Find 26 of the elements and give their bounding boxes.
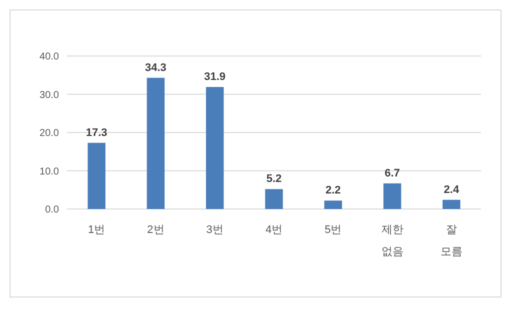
x-tick-label: 1번	[88, 224, 106, 236]
x-tick-label: 제한 없음	[381, 224, 404, 258]
x-tick-label: 4번	[265, 224, 283, 236]
data-label: 31.9	[204, 70, 226, 83]
data-label: 34.3	[145, 62, 166, 74]
data-label: 17.3	[86, 126, 108, 139]
y-tick-label: 40.0	[40, 52, 60, 62]
y-tick-label: 0.0	[45, 204, 60, 216]
x-tick-label: 2번	[147, 224, 164, 236]
bar	[265, 189, 283, 209]
bar	[442, 200, 460, 209]
bar	[383, 183, 402, 209]
x-tick-label: 5번	[324, 224, 342, 236]
bar	[88, 142, 106, 209]
bar	[146, 78, 165, 209]
data-label: 6.7	[384, 167, 400, 180]
y-tick-label: 30.0	[40, 90, 60, 101]
bar	[206, 86, 224, 209]
y-tick-label: 20.0	[40, 128, 60, 139]
x-tick-label: 3번	[206, 224, 224, 236]
x-tick-label: 잘 모름	[440, 224, 462, 258]
y-tick-label: 10.0	[40, 166, 60, 178]
data-label: 2.4	[444, 184, 460, 196]
data-label: 2.2	[325, 184, 341, 197]
bar	[324, 200, 342, 209]
data-label: 5.2	[266, 173, 282, 186]
